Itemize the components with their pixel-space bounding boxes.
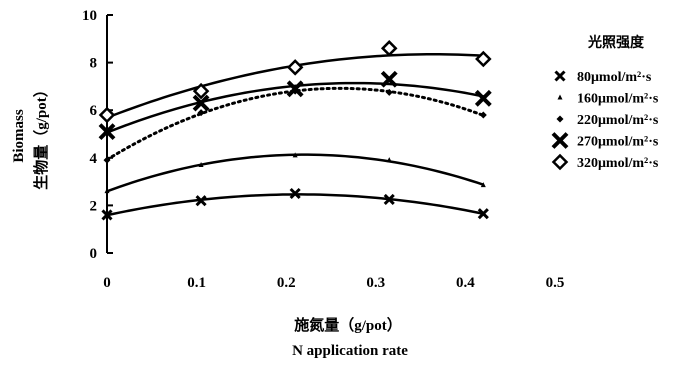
curve-series-1 [106, 193, 484, 217]
legend-marker-5 [551, 153, 569, 171]
x-tick-label: 0.3 [366, 275, 385, 291]
marker-series-2 [292, 152, 298, 158]
marker-series-2 [104, 188, 110, 194]
marker-series-3 [103, 156, 111, 164]
marker-series-5 [192, 82, 210, 100]
marker-series-1 [383, 193, 395, 206]
marker-series-5 [286, 59, 304, 76]
marker-series-4 [474, 89, 492, 107]
marker-series-2 [480, 182, 486, 188]
curve-series-3 [105, 86, 485, 162]
marker-series-5 [98, 106, 116, 124]
marker-series-4 [380, 70, 398, 88]
y-tick-label: 4 [90, 151, 98, 167]
marker-series-1 [101, 209, 113, 221]
y-tick-label: 2 [90, 198, 98, 214]
x-tick-label: 0.2 [277, 275, 296, 291]
x-tick-label: 0 [103, 275, 111, 291]
legend-title: 光照强度 [587, 34, 645, 51]
x-axis-label-cn: 施氮量（g/pot） [294, 316, 402, 334]
marker-series-3 [385, 88, 393, 96]
legend: 光照强度 80μmol/m²·s 160μmol/m²·s 220μmol/m²·s… [551, 34, 659, 171]
marker-series-1 [477, 208, 489, 220]
marker-series-1 [195, 195, 207, 207]
marker-series-1 [289, 187, 301, 200]
y-tick-label: 10 [82, 8, 97, 24]
legend-label-1: 80μmol/m²·s [577, 70, 652, 85]
marker-series-5 [380, 40, 398, 57]
marker-series-4 [192, 94, 210, 112]
marker-series-2 [198, 161, 204, 167]
marker-series-5 [475, 50, 492, 68]
curve-series-2 [106, 153, 484, 193]
data-markers [98, 40, 492, 221]
marker-series-2 [386, 157, 392, 163]
legend-label-2: 160μmol/m²·s [577, 92, 659, 107]
legend-marker-4 [551, 132, 569, 149]
y-tick-label: 8 [90, 56, 98, 72]
x-tick-label: 0.4 [456, 275, 475, 291]
marker-series-3 [197, 109, 205, 117]
legend-label-5: 320μmol/m²·s [577, 156, 659, 171]
legend-label-3: 220μmol/m²·s [577, 113, 659, 128]
y-tick-label: 6 [90, 103, 98, 119]
curve-series-4 [106, 81, 484, 134]
axes: 0 2 4 6 8 10 0 0.1 0.2 0.3 0.4 0.5 [82, 8, 564, 291]
y-tick-label: 0 [90, 246, 98, 262]
marker-series-3 [479, 111, 487, 119]
x-tick-label: 0.1 [187, 275, 206, 291]
x-tick-label: 0.5 [546, 275, 565, 291]
legend-marker-2 [557, 94, 563, 100]
fitted-curves [105, 53, 485, 217]
x-axis-label: N application rate [292, 343, 408, 359]
y-axis-label: Biomass [11, 109, 27, 163]
marker-series-4 [286, 80, 304, 98]
y-axis-label-cn: 生物量（g/pot） [32, 82, 50, 190]
legend-label-4: 270μmol/m²·s [577, 135, 659, 150]
marker-series-4 [98, 123, 116, 141]
legend-marker-1 [554, 70, 566, 82]
legend-marker-3 [556, 115, 564, 123]
